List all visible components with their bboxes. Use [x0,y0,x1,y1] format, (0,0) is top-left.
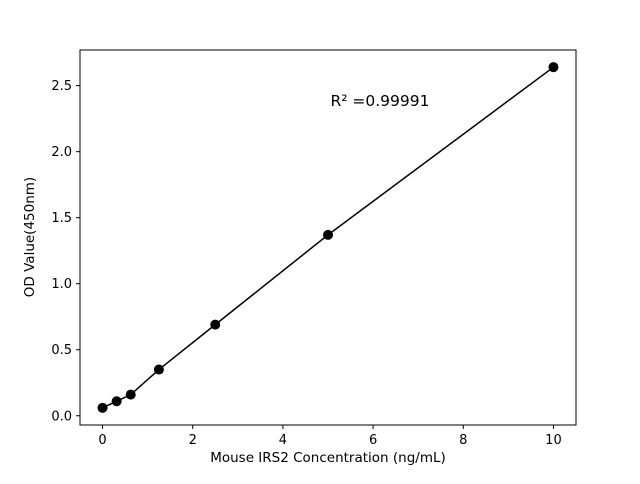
y-tick-label: 0.0 [51,409,72,424]
data-point [323,229,333,240]
x-axis-label: Mouse IRS2 Concentration (ng/mL) [210,450,446,466]
x-tick-label: 10 [545,433,562,448]
data-point [111,396,122,407]
plot-area: 0 2 4 6 8 10 0.0 0.5 1.0 1.5 2.0 2.5 [51,49,577,448]
y-tick-label: 0.5 [51,343,72,358]
y-axis-label: OD Value(450nm) [22,177,38,297]
x-tick-label: 2 [189,433,197,448]
data-point [210,319,221,330]
x-tick-label: 0 [98,433,106,448]
y-tick-label: 1.0 [51,277,72,292]
r-squared-annotation: R² =0.99991 [331,92,430,110]
data-point [548,62,559,73]
data-point [153,364,164,375]
x-tick-label: 6 [369,433,377,448]
data-point [125,389,136,400]
y-tick-label: 2.0 [51,145,72,160]
x-tick-label: 4 [279,433,287,448]
y-tick-label: 2.5 [51,79,72,94]
y-tick-label: 1.5 [51,211,72,226]
x-tick-label: 8 [459,433,467,448]
data-point [97,402,108,413]
